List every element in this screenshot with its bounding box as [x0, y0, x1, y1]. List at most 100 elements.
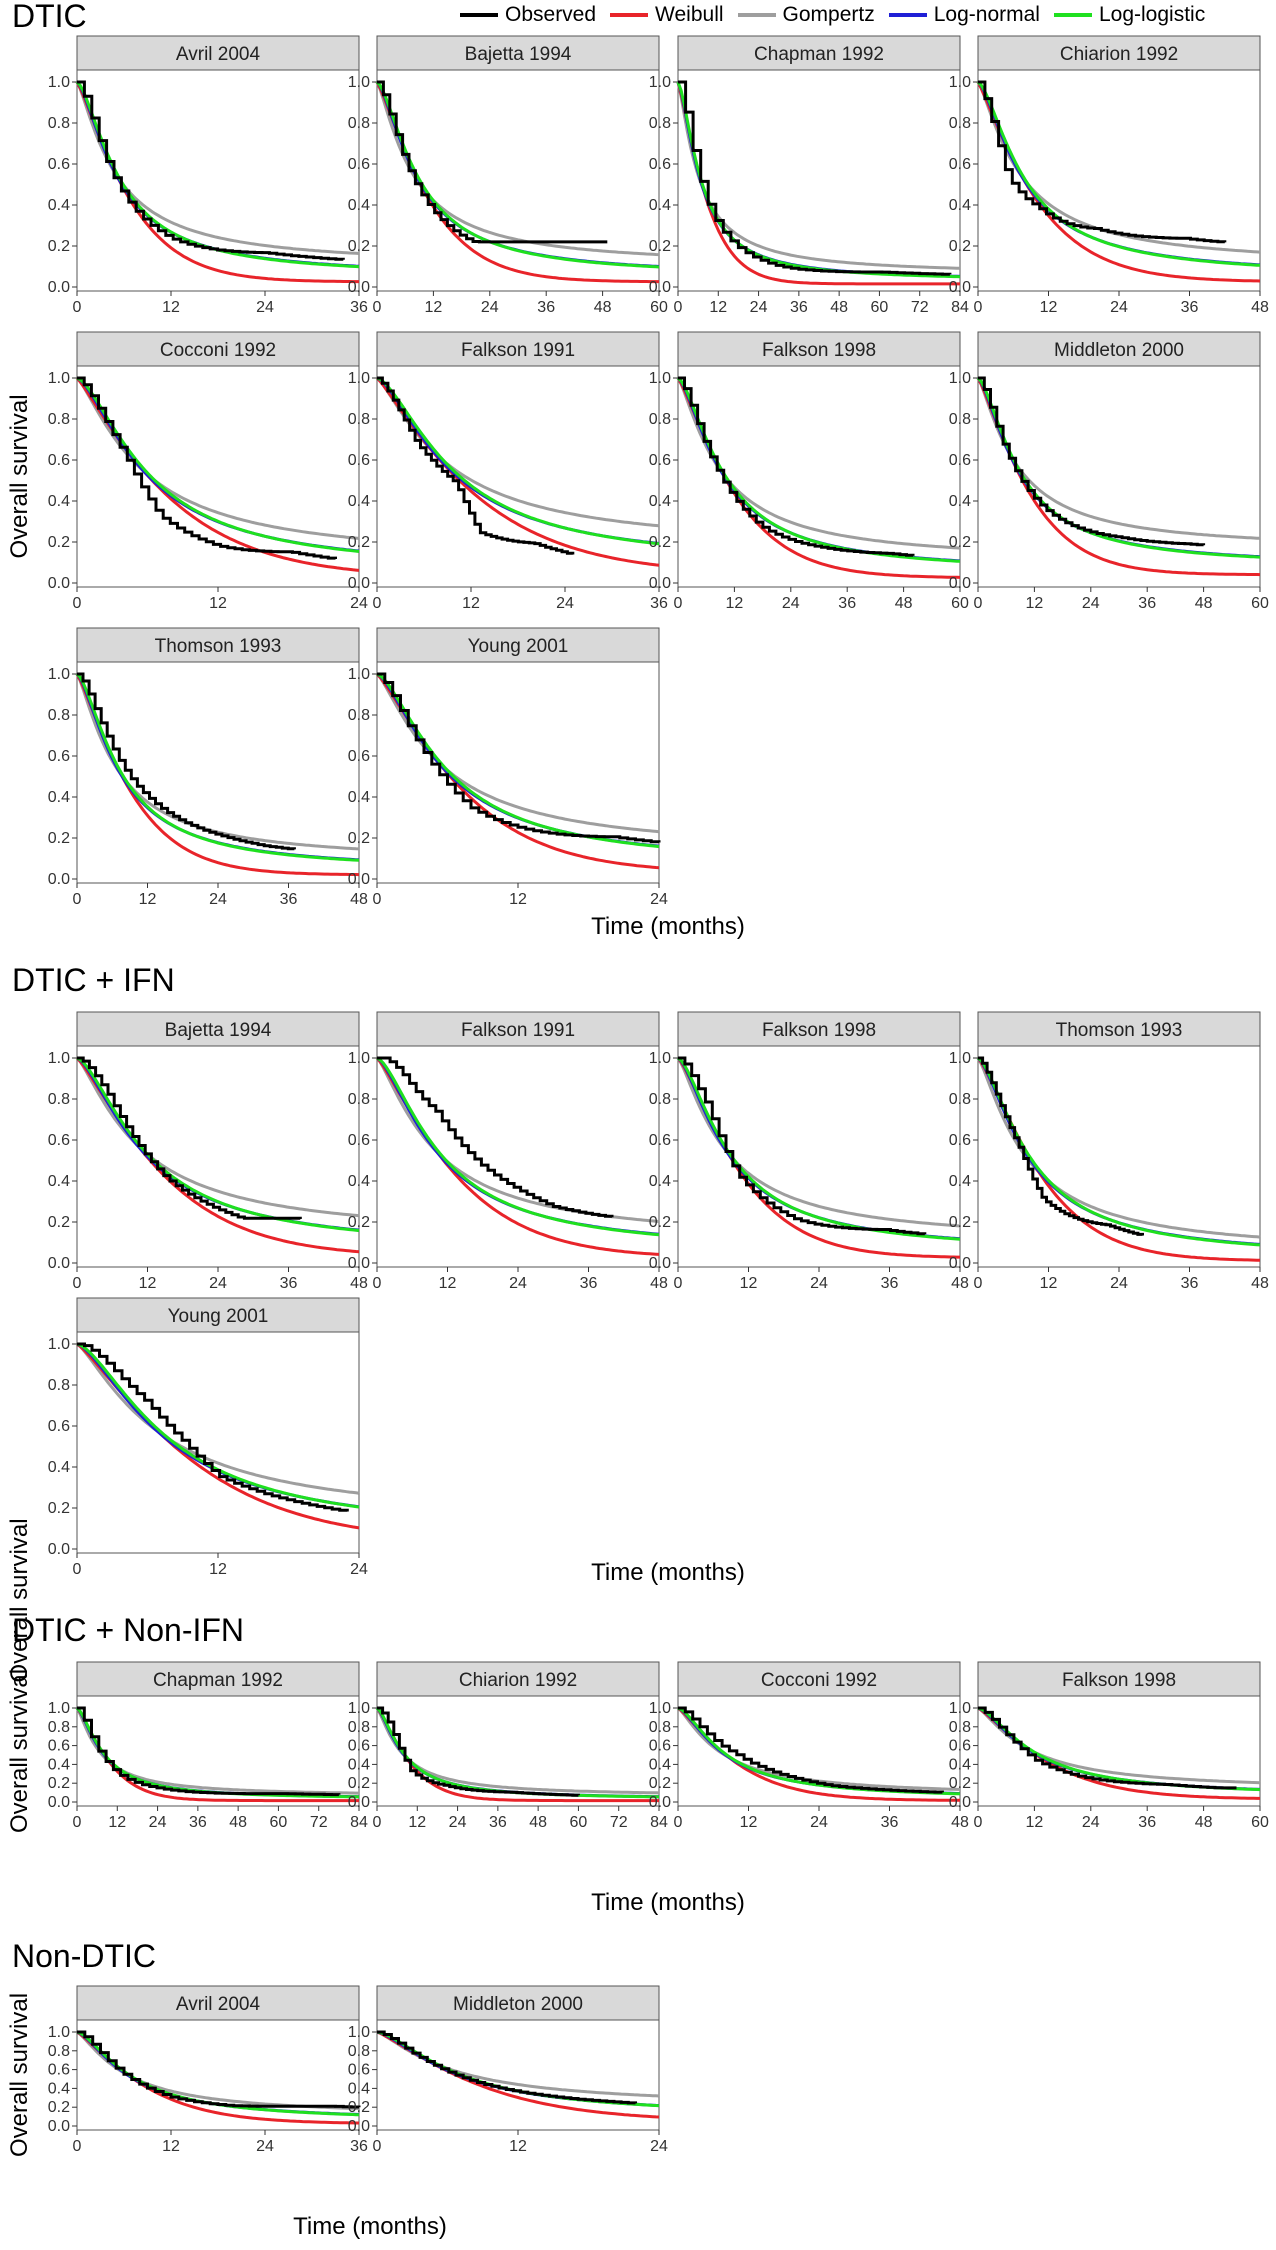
panel-title: Chiarion 1992 — [1060, 44, 1178, 65]
y-tick-label: 0.4 — [649, 1173, 671, 1190]
y-tick-label: 0.4 — [949, 1173, 971, 1190]
y-tick-label: 1.0 — [949, 1700, 971, 1717]
x-tick-label: 0 — [73, 1275, 82, 1292]
x-tick-label: 36 — [1181, 1275, 1199, 1292]
y-tick-label: 0.0 — [949, 575, 971, 592]
panel-cocconi-1992: Cocconi 1992 0.0 0.2 0.4 0.6 0.8 1.0 0 12 24 — [48, 331, 368, 612]
y-axis-label: Overall survival — [6, 1669, 33, 1833]
x-tick-label: 24 — [350, 1561, 368, 1578]
panel-strip — [677, 331, 961, 367]
x-tick-label: 24 — [1110, 299, 1128, 316]
y-tick-label: 0.6 — [348, 2062, 370, 2079]
observed-km-curve — [678, 376, 915, 557]
x-tick-label: 12 — [209, 595, 227, 612]
y-tick-label: 0.6 — [48, 1418, 70, 1435]
y-tick-label: 0.6 — [48, 1738, 70, 1755]
y-tick-label: 0.8 — [348, 707, 370, 724]
y-tick-label: 0.6 — [649, 1738, 671, 1755]
panel-strip — [977, 331, 1261, 367]
x-axis-label: Time (months) — [591, 1889, 745, 1916]
legend-item-weibull: Weibull — [610, 3, 724, 27]
y-tick-label: 0.8 — [949, 411, 971, 428]
x-axis-label: Time (months) — [591, 1559, 745, 1586]
y-tick-label: 0.2 — [48, 830, 70, 847]
y-tick-label: 0.4 — [348, 197, 370, 214]
x-tick-label: 12 — [139, 891, 157, 908]
x-tick-label: 0 — [73, 299, 82, 316]
plot-area — [677, 365, 961, 588]
observed-km-curve — [978, 1706, 1237, 1790]
y-tick-label: 0.0 — [649, 1794, 671, 1811]
y-tick-label: 0.0 — [949, 1255, 971, 1272]
legend-label-observed: Observed — [505, 3, 597, 26]
y-tick-label: 0.0 — [348, 279, 370, 296]
panel-middleton-2000: Middleton 2000 0.0 0.2 0.4 0.6 0.8 1.0 0 12 24 36 4… — [949, 331, 1269, 612]
legend-item-lognormal: Log-normal — [888, 3, 1040, 27]
panel-title: Chiarion 1992 — [459, 1670, 577, 1691]
y-tick-label: 0.0 — [949, 1794, 971, 1811]
x-tick-label: 36 — [838, 595, 856, 612]
y-tick-label: 0.6 — [649, 1132, 671, 1149]
panel-avril-2004: Avril 2004 0.0 0.2 0.4 0.6 0.8 1.0 0 12 24 36 — [48, 35, 368, 316]
panel-title: Falkson 1998 — [1062, 1670, 1176, 1691]
y-axis-label: Overall survival — [6, 1518, 33, 1682]
x-tick-label: 0 — [73, 1814, 82, 1831]
y-tick-label: 0.8 — [649, 115, 671, 132]
y-tick-label: 0.8 — [649, 1091, 671, 1108]
x-tick-label: 60 — [570, 1814, 588, 1831]
y-tick-label: 0.4 — [348, 2080, 370, 2097]
y-tick-label: 0.2 — [348, 534, 370, 551]
x-tick-label: 36 — [489, 1814, 507, 1831]
x-tick-label: 24 — [650, 891, 668, 908]
x-tick-label: 24 — [256, 299, 274, 316]
observed-km-curve — [678, 1056, 927, 1236]
y-tick-label: 0.4 — [48, 1173, 70, 1190]
y-tick-label: 0.4 — [48, 789, 70, 806]
section-title-dtic-non-ifn: DTIC + Non-IFN — [12, 1612, 245, 1648]
weibull-curve — [75, 1707, 359, 1803]
y-tick-label: 0.0 — [48, 1541, 70, 1558]
x-tick-label: 0 — [974, 1275, 983, 1292]
observed-km-curve — [377, 1056, 614, 1218]
x-tick-label: 12 — [509, 891, 527, 908]
x-tick-label: 48 — [1251, 299, 1269, 316]
panel-title: Thomson 1993 — [1056, 1020, 1183, 1041]
y-tick-label: 0.8 — [48, 2043, 70, 2060]
y-tick-label: 1.0 — [949, 370, 971, 387]
y-tick-label: 1.0 — [348, 370, 370, 387]
x-tick-label: 0 — [73, 1561, 82, 1578]
y-tick-label: 1.0 — [649, 1700, 671, 1717]
y-tick-label: 0.8 — [348, 411, 370, 428]
y-tick-label: 0.6 — [649, 156, 671, 173]
panel-strip — [677, 35, 961, 71]
observed-km-curve — [77, 80, 345, 261]
legend-swatch-observed — [460, 13, 498, 17]
plot-area — [376, 2019, 660, 2131]
y-tick-label: 1.0 — [48, 370, 70, 387]
x-tick-label: 12 — [139, 1275, 157, 1292]
observed-km-curve — [377, 2030, 637, 2105]
x-tick-label: 12 — [1026, 1814, 1044, 1831]
plot-area — [376, 69, 660, 292]
x-tick-label: 24 — [750, 299, 768, 316]
y-tick-label: 0.0 — [348, 575, 370, 592]
x-tick-label: 48 — [229, 1814, 247, 1831]
y-tick-label: 0.4 — [949, 493, 971, 510]
x-tick-label: 48 — [951, 1814, 969, 1831]
observed-km-curve — [678, 80, 952, 276]
y-tick-label: 0.6 — [348, 452, 370, 469]
y-tick-label: 0.8 — [649, 1719, 671, 1736]
y-tick-label: 0.2 — [348, 830, 370, 847]
y-tick-label: 0.8 — [48, 1091, 70, 1108]
x-tick-label: 12 — [740, 1275, 758, 1292]
panel-bajetta-1994: Bajetta 1994 0.0 0.2 0.4 0.6 0.8 1.0 0 12 24 36 48 — [48, 1011, 368, 1292]
y-tick-label: 0.4 — [348, 789, 370, 806]
x-tick-label: 24 — [1082, 1814, 1100, 1831]
panel-title: Avril 2004 — [176, 44, 261, 65]
y-tick-label: 1.0 — [48, 1336, 70, 1353]
observed-km-curve — [377, 376, 575, 555]
x-tick-label: 0 — [674, 1814, 683, 1831]
x-tick-label: 24 — [810, 1275, 828, 1292]
y-tick-label: 0.0 — [348, 1255, 370, 1272]
